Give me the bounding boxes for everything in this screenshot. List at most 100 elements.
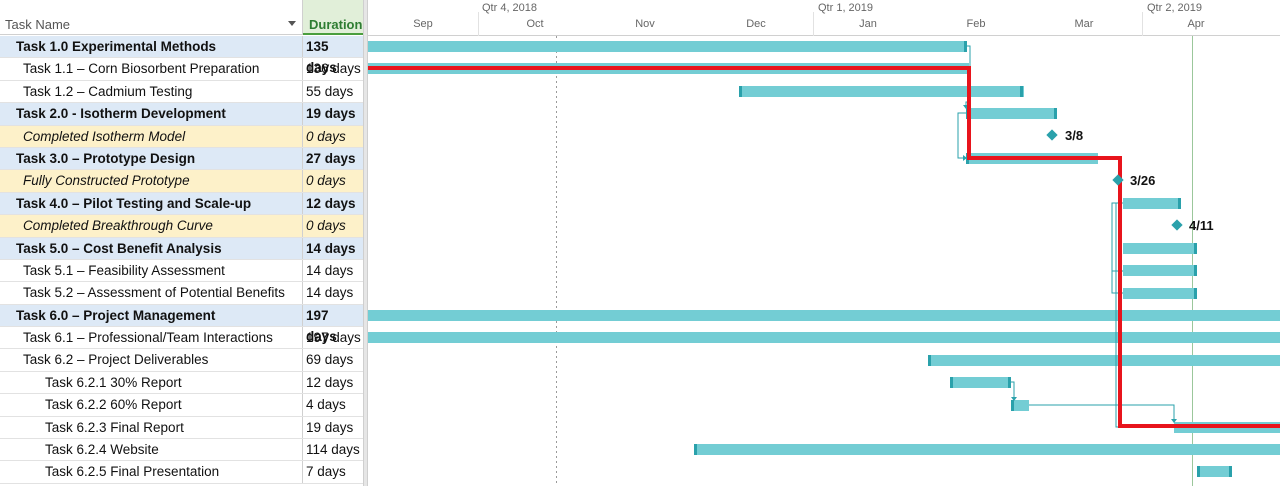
quarter-label-q1-2019: Qtr 1, 2019 [818, 2, 874, 14]
gantt-bar-task-1-0[interactable] [368, 41, 966, 52]
task-row[interactable]: Task 6.2.2 60% Report 4 days [0, 394, 363, 417]
task-grid: Task Name Duration Task 1.0 Experimental… [0, 0, 363, 486]
task-row[interactable]: Task 4.0 – Pilot Testing and Scale-up 12 … [0, 192, 363, 216]
gantt-bar-start-cap [928, 355, 931, 366]
duration-cell[interactable]: 12 days [306, 374, 354, 390]
split-bar-divider[interactable] [363, 0, 368, 486]
task-row[interactable]: Completed Isotherm Model 0 days [0, 125, 363, 148]
duration-cell[interactable]: 69 days [306, 352, 354, 368]
task-row[interactable]: Task 1.2 – Cadmium Testing 55 days [0, 80, 363, 104]
duration-cell[interactable]: 27 days [303, 147, 363, 170]
task-name-cell[interactable]: Task 3.0 – Prototype Design [0, 147, 303, 170]
duration-cell[interactable]: 14 days [303, 237, 363, 259]
duration-cell[interactable]: 197 days [306, 330, 361, 346]
task-row[interactable]: Task 6.2.4 Website 114 days [0, 439, 363, 462]
gantt-bar-end-cap [1194, 243, 1197, 254]
task-name-cell[interactable]: Task 6.2.4 Website [0, 439, 303, 461]
milestone-diamond-isotherm[interactable] [1046, 129, 1058, 141]
task-name-cell[interactable]: Task 6.2.2 60% Report [0, 394, 303, 416]
task-name-cell[interactable]: Task 6.1 – Professional/Team Interaction… [0, 327, 303, 349]
dependency-link [957, 112, 966, 159]
gantt-bar-task-6-0[interactable] [368, 310, 1280, 321]
gantt-bar-end-cap [1229, 466, 1232, 477]
task-name-cell[interactable]: Task 6.2.1 30% Report [0, 371, 303, 394]
gantt-bar-task-5-1[interactable] [1123, 265, 1197, 276]
duration-cell[interactable]: 0 days [303, 170, 363, 192]
duration-cell[interactable]: 55 days [306, 83, 354, 99]
task-name-cell[interactable]: Task 5.1 – Feasibility Assessment [0, 259, 303, 282]
gantt-bar-task-6-1[interactable] [368, 332, 1280, 343]
timescale-tick [1142, 12, 1143, 36]
task-row[interactable]: Task 5.2 – Assessment of Potential Benef… [0, 282, 363, 305]
milestone-diamond-prototype[interactable] [1112, 174, 1124, 186]
task-name-cell[interactable]: Task 1.1 – Corn Biosorbent Preparation [0, 58, 303, 80]
duration-cell[interactable]: 12 days [303, 192, 363, 215]
task-row[interactable]: Completed Breakthrough Curve 0 days [0, 215, 363, 238]
task-row[interactable]: Task 5.1 – Feasibility Assessment 14 days [0, 259, 363, 283]
month-label-nov: Nov [635, 18, 655, 30]
task-name-cell[interactable]: Completed Isotherm Model [0, 125, 303, 147]
task-row[interactable]: Task 1.1 – Corn Biosorbent Preparation 13… [0, 58, 363, 81]
task-name-cell[interactable]: Completed Breakthrough Curve [0, 215, 303, 237]
duration-cell[interactable]: 197 days [303, 304, 363, 344]
month-label-oct: Oct [526, 18, 544, 30]
gantt-bar-task-4-0[interactable] [1123, 198, 1181, 209]
milestone-date-label: 3/26 [1130, 173, 1155, 188]
duration-cell[interactable]: 114 days [306, 442, 360, 458]
duration-cell[interactable]: 7 days [306, 464, 346, 480]
gantt-bar-task-6-2[interactable] [928, 355, 1280, 366]
milestone-diamond-breakthrough[interactable] [1171, 219, 1183, 231]
gantt-bar-task-6-2-5[interactable] [1197, 466, 1232, 477]
quarter-label-q4-2018: Qtr 4, 2018 [482, 2, 538, 14]
task-name-cell[interactable]: Task 6.2 – Project Deliverables [0, 349, 303, 371]
task-row[interactable]: Task 6.1 – Professional/Team Interaction… [0, 327, 363, 350]
task-row[interactable]: Task 2.0 - Isotherm Development 19 days [0, 103, 363, 126]
gantt-bar-task-6-2-2[interactable] [1011, 400, 1029, 411]
timescale-tick [813, 12, 814, 36]
gantt-bar-task-6-2-1[interactable] [950, 377, 1011, 388]
dependency-link [1029, 404, 1175, 422]
gantt-bar-task-5-2[interactable] [1123, 288, 1197, 299]
duration-cell[interactable]: 0 days [303, 125, 363, 147]
task-name-column-header[interactable]: Task Name [0, 0, 303, 35]
task-name-cell[interactable]: Task 1.2 – Cadmium Testing [0, 80, 303, 103]
duration-cell[interactable]: 19 days [303, 103, 363, 125]
task-name-cell[interactable]: Task 2.0 - Isotherm Development [0, 103, 303, 125]
dependency-arrowheads [963, 105, 1177, 423]
gantt-bar-start-cap [694, 444, 697, 455]
task-row[interactable]: Task 6.2.1 30% Report 12 days [0, 371, 363, 395]
duration-cell[interactable]: 19 days [306, 419, 354, 435]
gantt-bar-task-2-0[interactable] [966, 108, 1057, 119]
gantt-bar-task-5-0[interactable] [1123, 243, 1197, 254]
gantt-bar-task-1-2[interactable] [739, 86, 1024, 97]
column-dropdown-icon[interactable] [288, 21, 296, 26]
task-row[interactable]: Task 6.2 – Project Deliverables 69 days [0, 349, 363, 372]
task-name-cell[interactable]: Fully Constructed Prototype [0, 170, 303, 192]
duration-column-header[interactable]: Duration [303, 0, 363, 35]
duration-cell[interactable]: 0 days [303, 215, 363, 237]
task-name-cell[interactable]: Task 1.0 Experimental Methods [0, 36, 303, 58]
task-row[interactable]: Task 6.0 – Project Management 197 days [0, 304, 363, 344]
task-row[interactable]: Task 1.0 Experimental Methods 135 days [0, 36, 363, 75]
duration-cell[interactable]: 135 days [303, 36, 363, 75]
task-row[interactable]: Task 6.2.5 Final Presentation 7 days [0, 461, 363, 484]
gantt-bar-start-cap [950, 377, 953, 388]
arrowhead [963, 155, 967, 161]
gantt-bar-task-6-2-4[interactable] [694, 444, 1280, 455]
duration-cell[interactable]: 136 days [306, 61, 361, 77]
task-row[interactable]: Task 6.2.3 Final Report 19 days [0, 416, 363, 440]
milestone-date-label: 4/11 [1189, 218, 1214, 233]
task-row[interactable]: Task 3.0 – Prototype Design 27 days [0, 147, 363, 171]
task-name-cell[interactable]: Task 5.0 – Cost Benefit Analysis [0, 237, 303, 259]
duration-cell[interactable]: 4 days [306, 397, 346, 413]
task-name-cell[interactable]: Task 5.2 – Assessment of Potential Benef… [0, 282, 303, 304]
task-name-cell[interactable]: Task 6.0 – Project Management [0, 304, 303, 327]
task-name-cell[interactable]: Task 4.0 – Pilot Testing and Scale-up [0, 192, 303, 215]
duration-cell[interactable]: 14 days [306, 262, 354, 278]
task-name-cell[interactable]: Task 6.2.3 Final Report [0, 416, 303, 439]
dependency-links [957, 45, 1175, 428]
task-row[interactable]: Task 5.0 – Cost Benefit Analysis 14 days [0, 237, 363, 260]
task-row[interactable]: Fully Constructed Prototype 0 days [0, 170, 363, 193]
duration-cell[interactable]: 14 days [306, 285, 354, 301]
task-name-cell[interactable]: Task 6.2.5 Final Presentation [0, 461, 303, 483]
